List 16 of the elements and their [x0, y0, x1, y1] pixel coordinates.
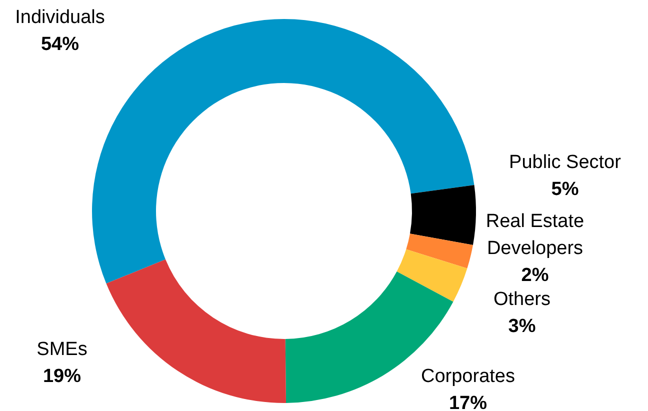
data-label: 3%: [508, 316, 536, 338]
slice-label: Others: [493, 289, 551, 310]
donut-slice: [106, 259, 286, 403]
data-label: 54%: [40, 34, 80, 56]
data-label: 5%: [551, 179, 579, 200]
slice-label: SMEs: [36, 339, 88, 360]
data-label: 17%: [448, 393, 488, 411]
data-label: 2%: [521, 265, 549, 286]
donut-slice: [396, 249, 468, 302]
donut-slice: [406, 234, 473, 268]
data-label: 19%: [42, 366, 82, 388]
slice-label: Individuals: [15, 7, 105, 28]
slice-label: Corporates: [421, 366, 515, 388]
donut-slice: [410, 184, 476, 245]
slice-label: Public Sector: [509, 152, 622, 174]
slice-label: Real Estate Developers: [486, 211, 584, 260]
